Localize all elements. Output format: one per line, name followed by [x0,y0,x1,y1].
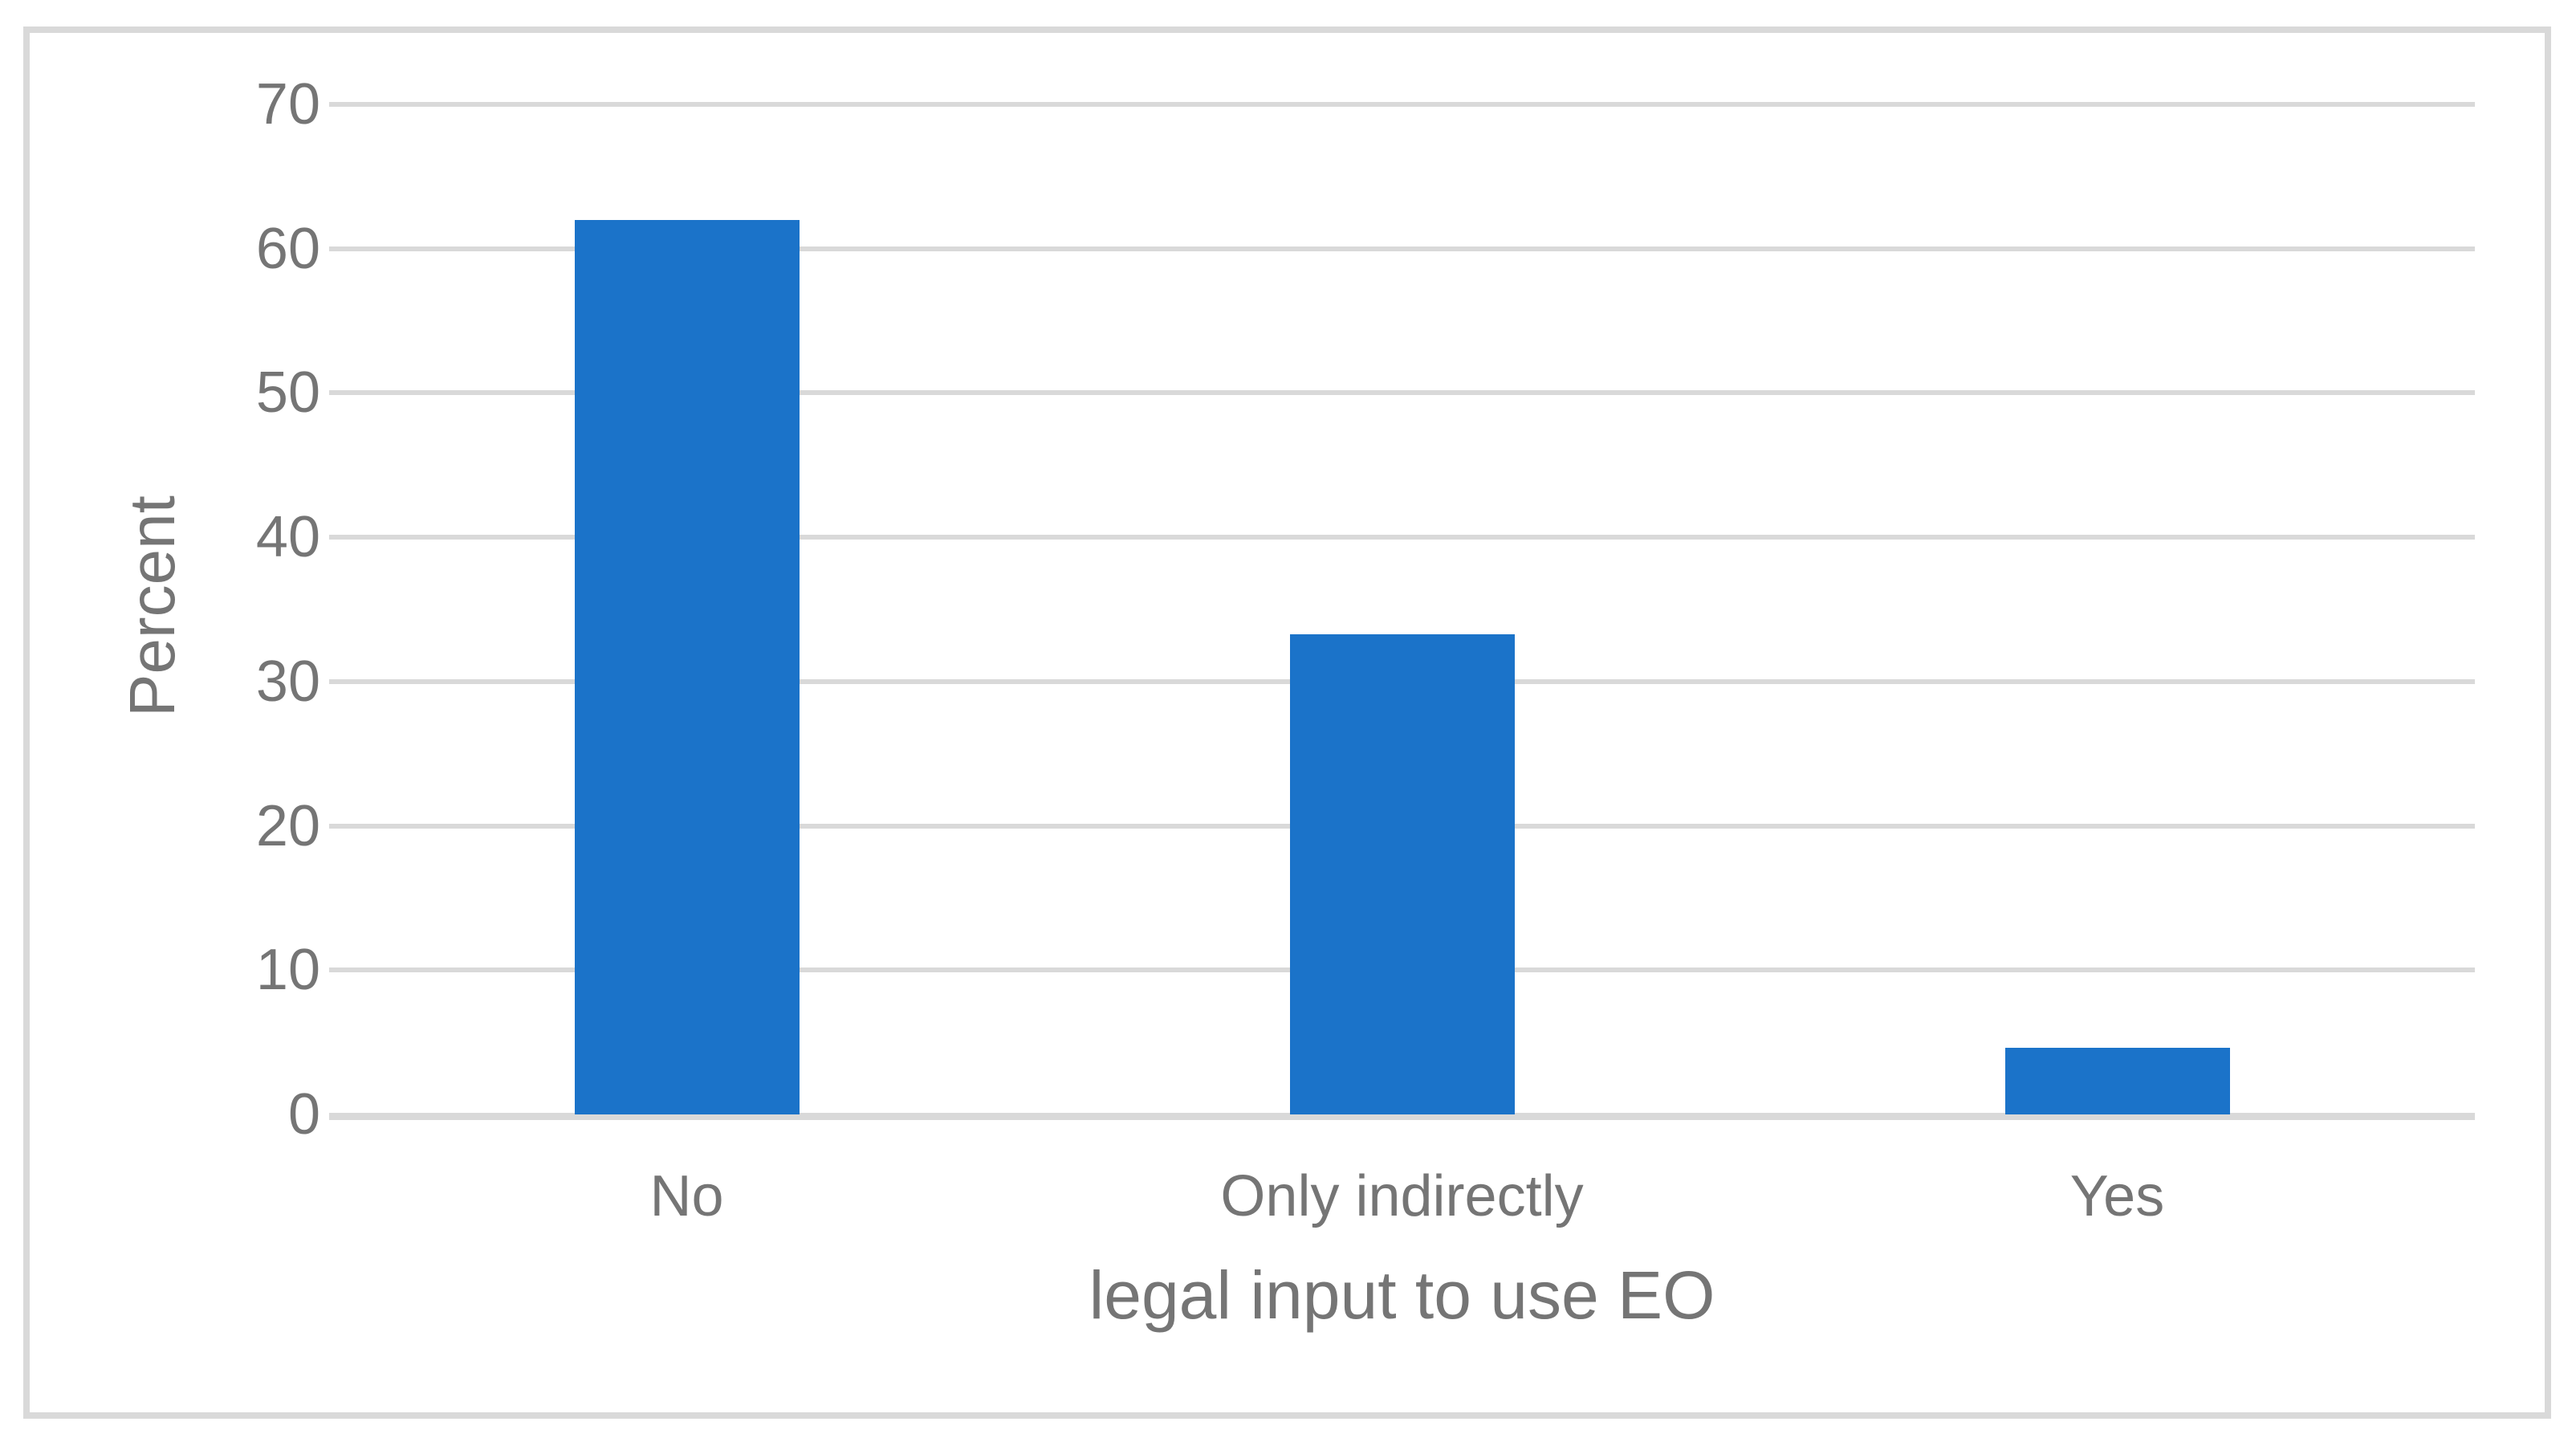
y-tick-label: 30 [255,649,320,714]
gridline [329,390,2475,396]
x-axis-title: legal input to use EO [1089,1257,1715,1333]
gridline [329,246,2475,251]
x-axis-baseline [329,1113,2475,1120]
plot-area [329,102,2475,1120]
gridline [329,535,2475,540]
bar-no [574,220,800,1114]
y-tick-label: 50 [255,361,320,426]
x-category-label: Yes [2069,1164,2165,1228]
y-tick-label: 20 [255,793,320,858]
x-category-label: No [649,1164,724,1228]
y-tick-label: 70 [255,72,320,136]
y-tick-label: 0 [287,1082,320,1147]
y-tick-label: 40 [255,505,320,570]
chart-frame: Percent 0 10 20 30 40 50 60 70 No Only indirectl… [23,26,2551,1419]
gridline [329,102,2475,107]
bar-yes [2004,1048,2230,1114]
x-category-label: Only indirectly [1220,1164,1584,1228]
bar-only-indirectly [1289,634,1515,1114]
y-tick-label: 60 [255,216,320,281]
y-tick-label: 10 [255,938,320,1003]
